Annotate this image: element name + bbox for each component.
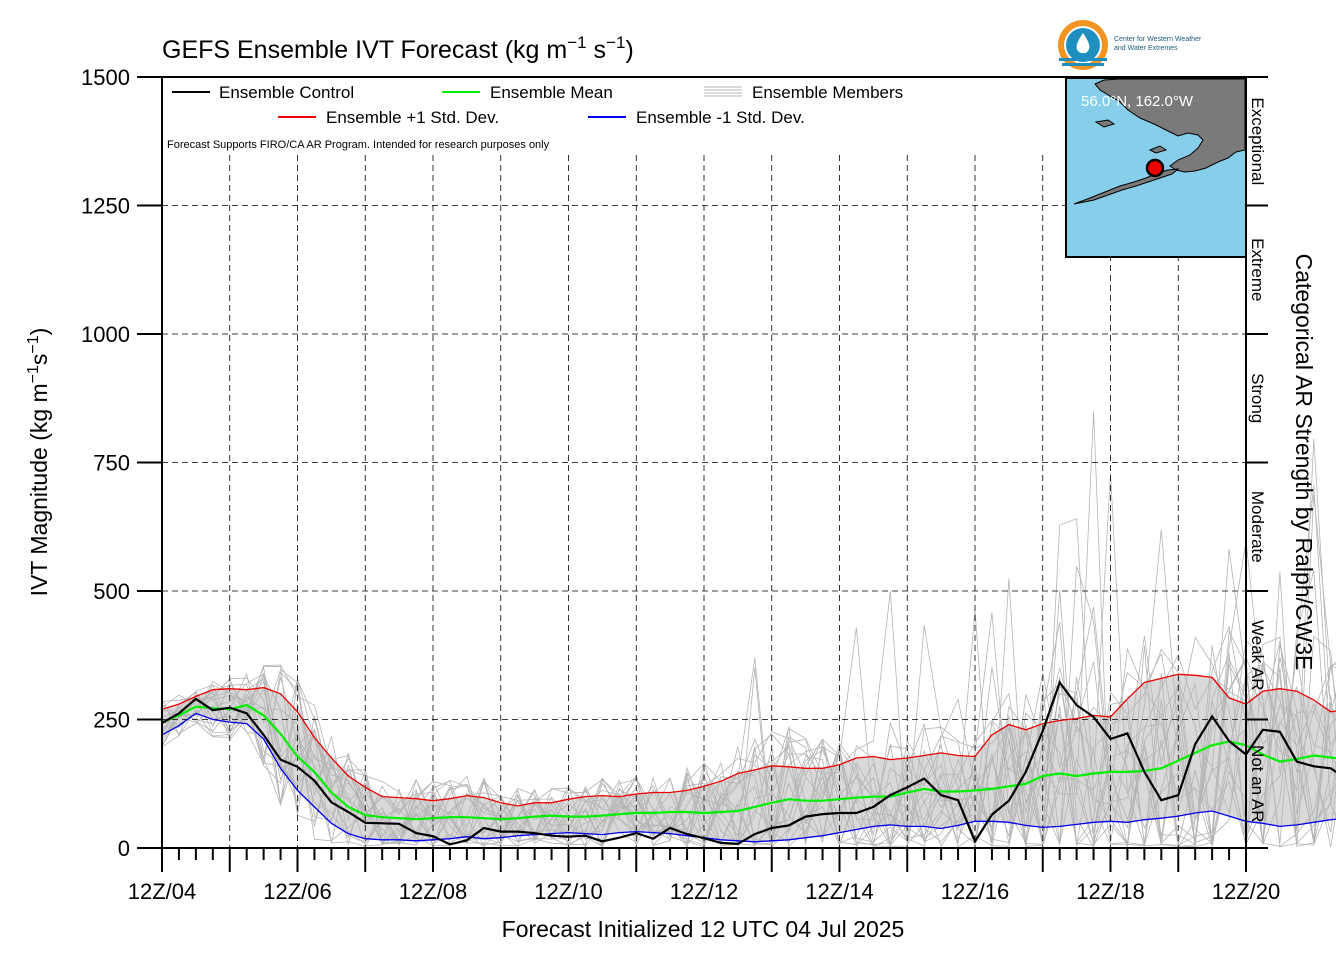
legend-plus: Ensemble +1 Std. Dev. [326, 108, 499, 127]
y-tick-label: 750 [93, 451, 130, 476]
x-tick-label: 12Z/12 [670, 879, 739, 904]
chart-title: GEFS Ensemble IVT Forecast (kg m−1 s−1) [162, 33, 634, 64]
category-label: Exceptional [1248, 97, 1267, 185]
control-line [161, 680, 1336, 846]
member-line [161, 590, 1336, 846]
x-tick-label: 12Z/04 [128, 879, 197, 904]
y-tick-label: 1500 [81, 65, 130, 90]
x-tick-label: 12Z/08 [399, 879, 468, 904]
legend: Ensemble Control Ensemble Mean Ensemble … [172, 83, 903, 127]
y-axis-label: IVT Magnitude (kg m−1s−1) [25, 328, 52, 597]
category-label: Weak AR [1248, 620, 1267, 691]
y-tick-label: 1000 [81, 322, 130, 347]
member-line [161, 606, 1336, 848]
category-label: Strong [1248, 373, 1267, 423]
legend-minus: Ensemble -1 Std. Dev. [636, 108, 805, 127]
category-label: Not an AR [1248, 745, 1267, 823]
series-lines [161, 673, 1336, 846]
y-tick-label: 1250 [81, 194, 130, 219]
x-tick-label: 12Z/14 [805, 879, 874, 904]
y-tick-label: 250 [93, 708, 130, 733]
member-line [161, 472, 1336, 847]
cw3e-logo: Center for Western Weather and Water Ext… [1058, 20, 1202, 70]
logo-line2: and Water Extremes [1114, 45, 1178, 52]
y-tick-label: 500 [93, 579, 130, 604]
legend-control: Ensemble Control [219, 83, 354, 102]
x-axis-label: Forecast Initialized 12 UTC 04 Jul 2025 [502, 916, 905, 942]
location-marker [1145, 158, 1165, 178]
plus-std-line [161, 673, 1336, 807]
category-label: Extreme [1248, 238, 1267, 301]
disclaimer-note: Forecast Supports FIRO/CA AR Program. In… [167, 139, 550, 151]
mean-line [161, 703, 1336, 821]
member-line [161, 540, 1336, 848]
grid [162, 155, 1246, 848]
legend-mean: Ensemble Mean [490, 83, 613, 102]
x-tick-label: 12Z/16 [941, 879, 1010, 904]
y-tick-label: 0 [118, 836, 130, 861]
minus-std-line [161, 712, 1336, 843]
x-tick-label: 12Z/06 [263, 879, 332, 904]
axes: 0 250 500 750 1000 1250 1500 12Z/04 12Z/06 12Z/08… [81, 65, 1280, 904]
x-tick-label: 12Z/18 [1076, 879, 1145, 904]
member-line [161, 529, 1336, 846]
member-line [161, 438, 1336, 849]
legend-swatch-members [704, 86, 742, 97]
inset-location-label: 56.0°N, 162.0°W [1081, 93, 1194, 110]
member-line [161, 411, 1336, 848]
logo-line1: Center for Western Weather [1114, 36, 1202, 43]
category-label: Moderate [1248, 491, 1267, 563]
x-tick-label: 12Z/10 [534, 879, 603, 904]
x-tick-label: 12Z/20 [1212, 879, 1281, 904]
right-axis-label: Categorical AR Strength by Ralph/CW3E [1291, 254, 1317, 671]
member-line [161, 663, 1336, 848]
member-line [161, 667, 1336, 848]
location-inset-map: 56.0°N, 162.0°W [1065, 77, 1247, 258]
legend-members: Ensemble Members [752, 83, 903, 102]
member-line [161, 571, 1336, 848]
